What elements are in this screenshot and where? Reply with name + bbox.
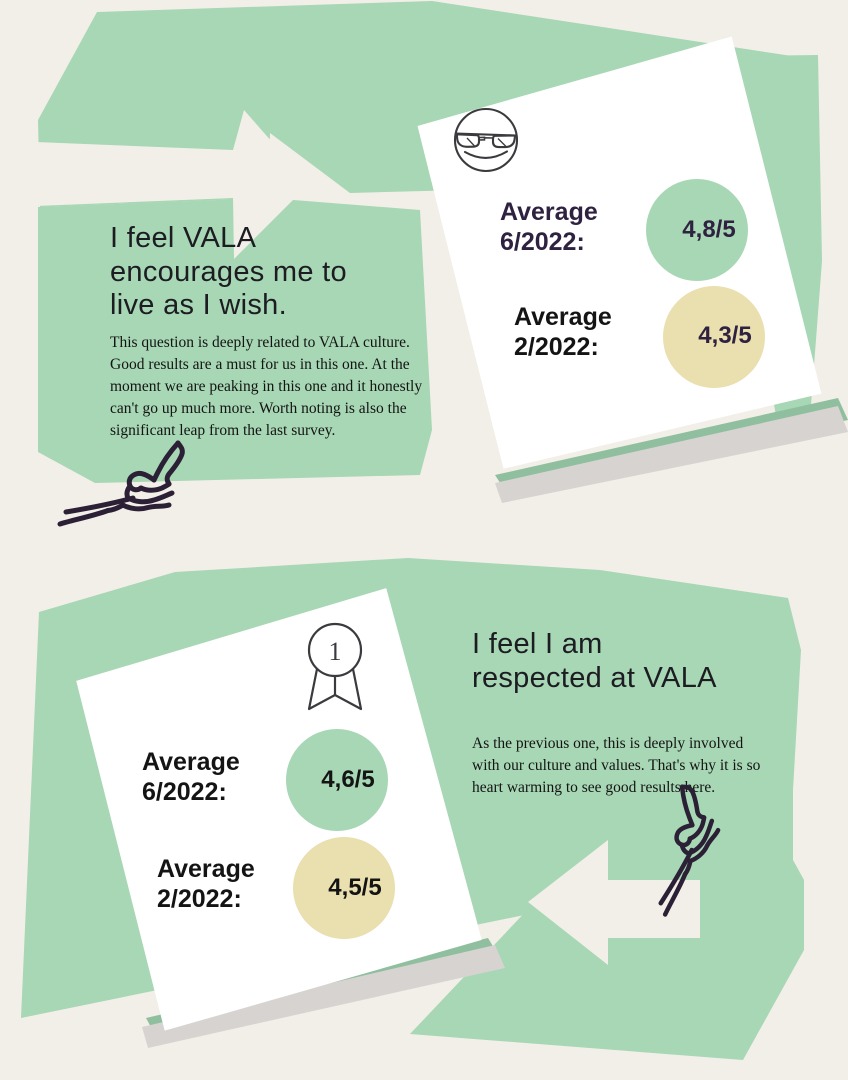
svg-text:1: 1 [329, 637, 342, 666]
